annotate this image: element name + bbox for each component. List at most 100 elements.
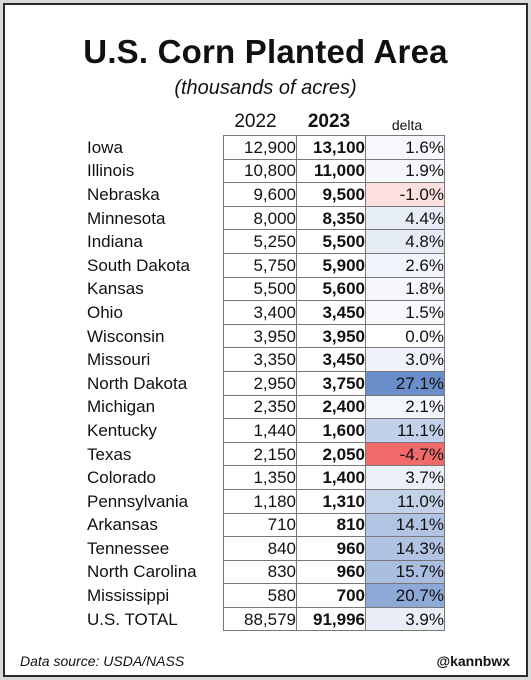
delta-cell: 4.8% xyxy=(365,229,445,254)
state-name: Colorado xyxy=(87,468,156,488)
state-name: Arkansas xyxy=(87,515,158,535)
column-header-delta: delta xyxy=(391,117,423,133)
value-2022: 12,900 xyxy=(223,135,297,160)
data-table: Iowa 12,900 13,100 1.6% Illinois 10,800 11,000… xyxy=(87,135,445,632)
value-2023: 3,450 xyxy=(296,347,366,372)
table-row: Texas 2,150 2,050 -4.7% xyxy=(87,441,445,467)
value-2023: 3,750 xyxy=(296,370,366,396)
delta-cell: 1.8% xyxy=(365,276,445,302)
table-row: Kentucky 1,440 1,600 11.1% xyxy=(87,418,445,443)
state-name: Indiana xyxy=(87,232,143,252)
value-2023: 5,500 xyxy=(296,229,366,254)
delta-cell: 1.9% xyxy=(365,158,445,184)
delta-cell: 20.7% xyxy=(365,583,445,608)
state-name: North Carolina xyxy=(87,562,197,582)
value-2023: 2,400 xyxy=(296,394,366,420)
table-row: Colorado 1,350 1,400 3.7% xyxy=(87,465,445,490)
table-row: South Dakota 5,750 5,900 2.6% xyxy=(87,252,445,278)
value-2023: 700 xyxy=(296,583,366,608)
delta-cell: 4.4% xyxy=(365,205,445,231)
delta-cell: 3.0% xyxy=(365,347,445,372)
delta-cell: 1.6% xyxy=(365,135,445,160)
value-2023: 13,100 xyxy=(296,135,366,160)
chart-title: U.S. Corn Planted Area xyxy=(83,33,448,70)
value-2023: 810 xyxy=(296,512,366,538)
table-row: Pennsylvania 1,180 1,310 11.0% xyxy=(87,488,445,514)
value-2023: 960 xyxy=(296,536,366,561)
table-row: Minnesota 8,000 8,350 4.4% xyxy=(87,205,445,231)
value-2022: 580 xyxy=(223,583,297,608)
value-2022: 5,250 xyxy=(223,229,297,254)
value-2022: 5,500 xyxy=(223,276,297,302)
table-row: North Carolina 830 960 15.7% xyxy=(87,559,445,585)
delta-cell: 27.1% xyxy=(365,370,445,396)
state-name: Pennsylvania xyxy=(87,491,189,511)
value-2023: 2,050 xyxy=(296,441,366,467)
delta-cell: 3.9% xyxy=(365,606,445,632)
table-row: Mississippi 580 700 20.7% xyxy=(87,583,445,608)
value-2023: 1,600 xyxy=(296,418,366,443)
table-row: North Dakota 2,950 3,750 27.1% xyxy=(87,370,445,396)
table-row: Arkansas 710 810 14.1% xyxy=(87,512,445,538)
state-name: Minnesota xyxy=(87,208,166,228)
value-2022: 8,000 xyxy=(223,205,297,231)
state-name: Ohio xyxy=(87,302,123,322)
value-2022: 2,950 xyxy=(223,370,297,396)
delta-cell: 14.3% xyxy=(365,536,445,561)
delta-cell: 1.5% xyxy=(365,300,445,325)
value-2023: 5,900 xyxy=(296,252,366,278)
value-2023: 5,600 xyxy=(296,276,366,302)
value-2022: 1,440 xyxy=(223,418,297,443)
state-name: Missouri xyxy=(87,350,151,370)
state-name: Kentucky xyxy=(87,420,157,440)
table-row: Michigan 2,350 2,400 2.1% xyxy=(87,394,445,420)
chart-subtitle: (thousands of acres) xyxy=(174,77,357,99)
delta-cell: 2.6% xyxy=(365,252,445,278)
table-row: Tennessee 840 960 14.3% xyxy=(87,536,445,561)
state-name: Tennessee xyxy=(87,538,170,558)
state-name: Michigan xyxy=(87,397,156,417)
value-2022: 1,180 xyxy=(223,488,297,514)
value-2022: 9,600 xyxy=(223,182,297,207)
value-2022: 88,579 xyxy=(223,606,297,632)
state-name: North Dakota xyxy=(87,373,188,393)
state-name: Wisconsin xyxy=(87,326,165,346)
value-2022: 840 xyxy=(223,536,297,561)
value-2022: 710 xyxy=(223,512,297,538)
delta-cell: 11.1% xyxy=(365,418,445,443)
value-2023: 8,350 xyxy=(296,205,366,231)
state-name: Mississippi xyxy=(87,586,170,606)
table-row: Nebraska 9,600 9,500 -1.0% xyxy=(87,182,445,207)
value-2023: 3,950 xyxy=(296,323,366,349)
value-2023: 9,500 xyxy=(296,182,366,207)
table-row: Missouri 3,350 3,450 3.0% xyxy=(87,347,445,372)
value-2022: 3,350 xyxy=(223,347,297,372)
delta-cell: 2.1% xyxy=(365,394,445,420)
delta-cell: -1.0% xyxy=(365,182,445,207)
value-2022: 3,400 xyxy=(223,300,297,325)
state-name: Kansas xyxy=(87,279,144,299)
value-2023: 960 xyxy=(296,559,366,585)
delta-cell: 14.1% xyxy=(365,512,445,538)
value-2022: 3,950 xyxy=(223,323,297,349)
table-row: Wisconsin 3,950 3,950 0.0% xyxy=(87,323,445,349)
state-name: Iowa xyxy=(87,137,123,157)
table-row: U.S. TOTAL 88,579 91,996 3.9% xyxy=(87,606,445,632)
data-source-note: Data source: USDA/NASS xyxy=(20,653,185,669)
value-2022: 5,750 xyxy=(223,252,297,278)
value-2023: 3,450 xyxy=(296,300,366,325)
table-row: Indiana 5,250 5,500 4.8% xyxy=(87,229,445,254)
column-header-2023: 2023 xyxy=(307,111,351,132)
delta-cell: 15.7% xyxy=(365,559,445,585)
table-row: Illinois 10,800 11,000 1.9% xyxy=(87,158,445,184)
table-row: Ohio 3,400 3,450 1.5% xyxy=(87,300,445,325)
table-row: Iowa 12,900 13,100 1.6% xyxy=(87,135,445,160)
value-2022: 2,150 xyxy=(223,441,297,467)
table-row: Kansas 5,500 5,600 1.8% xyxy=(87,276,445,302)
state-name: U.S. TOTAL xyxy=(87,609,178,629)
value-2023: 1,310 xyxy=(296,488,366,514)
table-body: Iowa 12,900 13,100 1.6% Illinois 10,800 11,000… xyxy=(87,135,445,632)
value-2022: 1,350 xyxy=(223,465,297,490)
chart-frame: U.S. Corn Planted Area (thousands of acr… xyxy=(3,3,528,677)
state-name: Illinois xyxy=(87,161,135,181)
